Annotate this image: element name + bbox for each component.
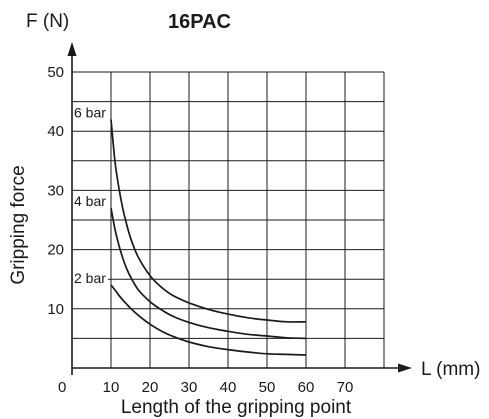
y-tick-label: 20 <box>47 242 64 259</box>
y-tick-label: 40 <box>47 123 64 140</box>
curve-label-2-bar: 2 bar <box>74 270 106 286</box>
curves <box>110 119 307 356</box>
x-tick-label: 60 <box>298 379 315 396</box>
curve-label-bg <box>73 193 108 210</box>
x-tick-label: 10 <box>103 379 120 396</box>
x-tick-label: 50 <box>259 379 276 396</box>
x-axis-arrow-icon <box>398 363 412 373</box>
y-unit-label: F (N) <box>26 11 69 32</box>
curve-6-bar <box>110 119 307 323</box>
y-tick-label: 30 <box>47 182 64 199</box>
x-tick-label: 30 <box>181 379 198 396</box>
curve-label-6-bar: 6 bar <box>74 104 106 120</box>
curve-label-4-bar: 4 bar <box>74 193 106 209</box>
y-tick-label: 10 <box>47 301 64 318</box>
grid <box>72 71 385 368</box>
y-tick-label: 50 <box>47 64 64 81</box>
axes <box>67 42 412 375</box>
x-tick-label: 70 <box>337 379 354 396</box>
y-axis-label: Gripping force <box>8 165 29 284</box>
curve-label-bg <box>73 104 108 121</box>
x-axis-label: Length of the gripping point <box>121 397 352 418</box>
tick-labels: 10 20 30 40 50 10 20 30 40 50 60 70 6 bar 4 bar 2 bar <box>47 64 353 396</box>
x-tick-label: 20 <box>142 379 159 396</box>
chart-title: 16PAC <box>168 11 231 33</box>
x-tick-label: 40 <box>220 379 237 396</box>
x-origin-label: 0 <box>58 379 66 396</box>
x-unit-label: L (mm) <box>421 359 480 380</box>
curve-4-bar <box>110 208 307 340</box>
curve-label-bg <box>73 270 108 287</box>
curve-2-bar <box>110 284 307 356</box>
y-axis-arrow-icon <box>67 42 77 56</box>
